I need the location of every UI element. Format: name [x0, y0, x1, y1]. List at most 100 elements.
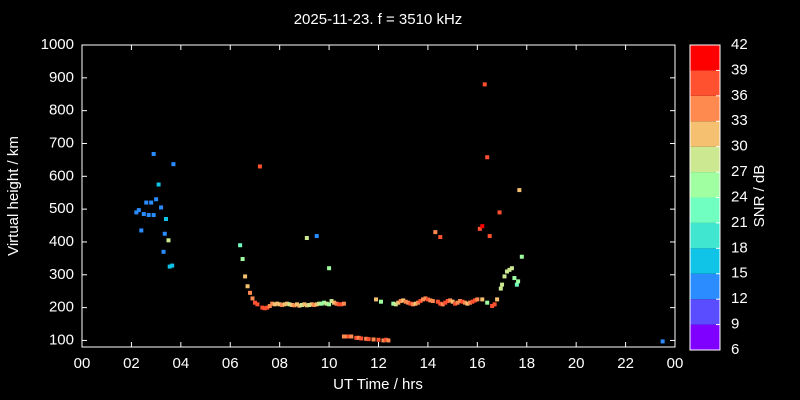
data-point [302, 302, 307, 307]
data-point [275, 301, 280, 306]
x-tick-label: 02 [123, 355, 140, 372]
data-point [171, 162, 176, 167]
plot-frame [81, 44, 676, 348]
data-point [141, 212, 146, 217]
data-point [416, 300, 421, 305]
data-point [265, 305, 270, 310]
colorbar-tick-label: 27 [731, 163, 748, 180]
data-point [257, 164, 262, 169]
data-point [420, 297, 425, 302]
data-point [507, 267, 512, 272]
colorbar-bin [690, 197, 720, 223]
data-point [504, 269, 509, 274]
data-point [512, 276, 517, 281]
data-point [151, 213, 156, 218]
colorbar-tick-label: 30 [731, 138, 748, 155]
data-point [260, 305, 265, 310]
data-point [381, 338, 386, 343]
colorbar-bin [690, 299, 720, 325]
colorbar-bin [690, 70, 720, 96]
data-point [509, 266, 514, 271]
data-point [462, 300, 467, 305]
data-point [460, 299, 465, 304]
data-point [443, 300, 448, 305]
data-point [411, 302, 416, 307]
y-axis-label: Virtual height / km [5, 136, 22, 256]
data-point [267, 303, 272, 308]
data-point [170, 263, 175, 268]
data-point [406, 300, 411, 305]
data-point [317, 301, 322, 306]
colorbar-tick-label: 12 [731, 290, 748, 307]
data-point [423, 296, 428, 301]
data-point [514, 282, 519, 287]
colorbar-bin [690, 172, 720, 198]
data-point [294, 302, 299, 307]
y-tick-label: 200 [49, 299, 74, 316]
data-point [166, 238, 171, 243]
colorbar-tick-label: 39 [731, 61, 748, 78]
data-point [374, 297, 379, 302]
y-tick-label: 300 [49, 266, 74, 283]
colorbar-tick-label: 24 [731, 188, 748, 205]
data-point [378, 299, 383, 304]
data-point [465, 301, 470, 306]
x-tick-label: 20 [568, 355, 585, 372]
colorbar-tick-label: 15 [731, 265, 748, 282]
x-tick-label: 14 [420, 355, 437, 372]
data-point [144, 200, 149, 205]
colorbar-tick-label: 6 [731, 341, 739, 358]
x-tick-label: 00 [667, 355, 684, 372]
chart-title: 2025-11-23. f = 3510 kHz [294, 11, 463, 28]
x-tick-label: 08 [271, 355, 288, 372]
data-point [312, 302, 317, 307]
data-point [490, 303, 495, 308]
data-point [154, 197, 159, 202]
data-point [354, 335, 359, 340]
data-point [327, 266, 332, 271]
data-point [383, 337, 388, 342]
data-point [413, 301, 418, 306]
y-tick-label: 600 [49, 167, 74, 184]
data-point [299, 302, 304, 307]
data-point [438, 235, 443, 240]
data-point [151, 151, 156, 156]
data-point [285, 301, 290, 306]
data-point [238, 243, 243, 248]
data-point [516, 279, 521, 284]
x-tick-label: 18 [518, 355, 535, 372]
data-point [401, 298, 406, 303]
x-tick-label: 04 [172, 355, 189, 372]
data-point [159, 205, 164, 210]
data-point [418, 299, 423, 304]
data-point [134, 210, 139, 215]
colorbar-bin [690, 121, 720, 147]
x-axis-label: UT Time / hrs [333, 376, 423, 393]
data-point [304, 303, 309, 308]
colorbar-label: SNR / dB [751, 165, 768, 228]
data-point [371, 337, 376, 342]
y-tick-label: 1000 [41, 36, 74, 53]
data-point [495, 297, 500, 302]
data-point [156, 182, 161, 187]
colorbar-tick-label: 18 [731, 239, 748, 256]
data-point [292, 303, 297, 308]
y-tick-label: 800 [49, 102, 74, 119]
colorbar-bin [690, 324, 720, 350]
colorbar-tick-label: 36 [731, 87, 748, 104]
data-point [487, 234, 492, 239]
colorbar-tick-label: 21 [731, 214, 748, 231]
data-point [448, 298, 453, 303]
data-point [393, 302, 398, 307]
data-point [445, 299, 450, 304]
data-point [430, 299, 435, 304]
data-point [162, 231, 167, 236]
colorbar-tick-label: 33 [731, 112, 748, 129]
data-point [386, 338, 391, 343]
data-point [425, 297, 430, 302]
y-tick-label: 900 [49, 69, 74, 86]
colorbar-tick-label: 9 [731, 316, 739, 333]
data-point [297, 303, 302, 308]
data-point [428, 298, 433, 303]
data-point [492, 302, 497, 307]
